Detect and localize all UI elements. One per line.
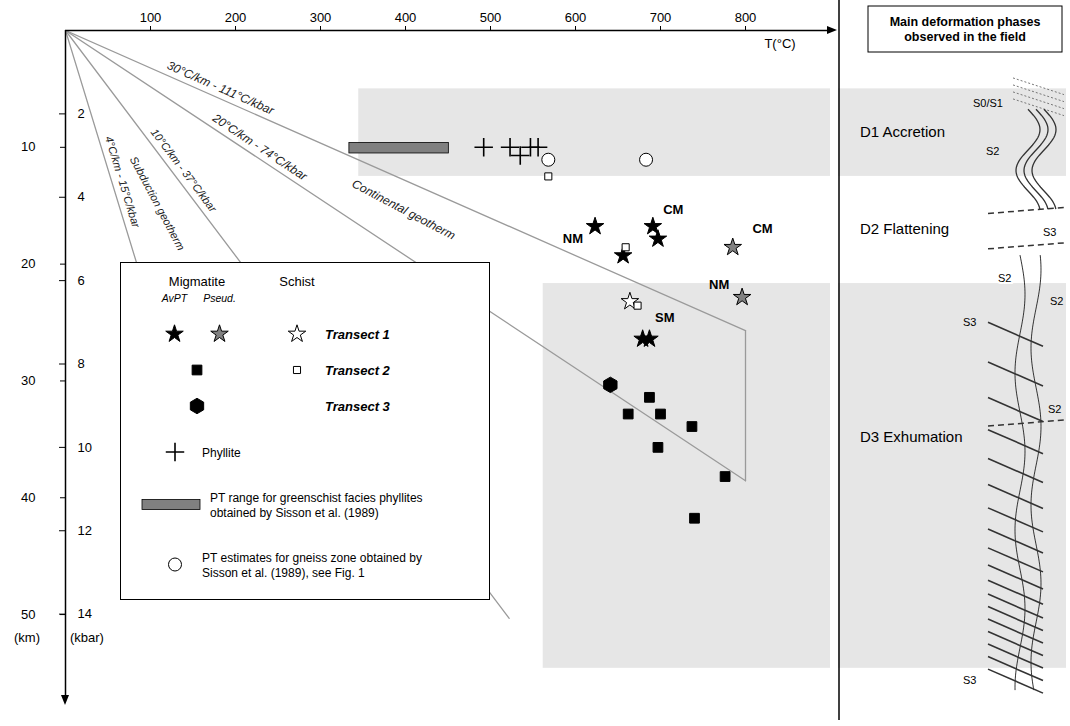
svg-text:AvPT: AvPT [161, 292, 189, 304]
svg-text:Transect 1: Transect 1 [325, 327, 390, 342]
svg-text:50: 50 [21, 607, 35, 622]
svg-text:4: 4 [78, 189, 85, 204]
svg-text:T(°C): T(°C) [764, 36, 795, 51]
svg-text:Transect 2: Transect 2 [325, 363, 391, 378]
svg-text:Migmatite: Migmatite [169, 274, 225, 289]
svg-text:Schist: Schist [279, 274, 315, 289]
svg-text:S2: S2 [986, 145, 999, 157]
svg-text:PT range for greenschist facie: PT range for greenschist facies phyllite… [210, 491, 423, 505]
svg-text:S2: S2 [1048, 403, 1061, 415]
svg-text:S2: S2 [998, 272, 1011, 284]
svg-text:Pseud.: Pseud. [203, 292, 236, 304]
svg-text:S2: S2 [1050, 295, 1063, 307]
svg-text:Subduction geotherm: Subduction geotherm [128, 154, 188, 252]
svg-text:30°C/km - 111°C/kbar: 30°C/km - 111°C/kbar [165, 58, 277, 118]
svg-text:obtained by Sisson et al. (198: obtained by Sisson et al. (1989) [210, 506, 379, 520]
svg-text:20: 20 [21, 256, 35, 271]
svg-text:10: 10 [21, 139, 35, 154]
svg-text:D3 Exhumation: D3 Exhumation [860, 428, 963, 445]
svg-text:800: 800 [735, 10, 757, 25]
svg-text:400: 400 [395, 10, 417, 25]
svg-text:D1 Accretion: D1 Accretion [860, 123, 945, 140]
svg-text:8: 8 [78, 356, 85, 371]
svg-text:Transect 3: Transect 3 [325, 399, 391, 414]
svg-text:(km): (km) [14, 630, 40, 645]
svg-text:S3: S3 [963, 316, 976, 328]
svg-text:6: 6 [78, 273, 85, 288]
svg-text:Main deformation phases: Main deformation phases [890, 15, 1041, 29]
svg-text:2: 2 [78, 106, 85, 121]
svg-text:10°C/km - 37°C/kbar: 10°C/km - 37°C/kbar [148, 126, 220, 215]
svg-text:700: 700 [650, 10, 672, 25]
svg-text:200: 200 [225, 10, 247, 25]
svg-text:Phyllite: Phyllite [202, 446, 241, 460]
svg-text:SM: SM [655, 310, 675, 325]
svg-text:600: 600 [565, 10, 587, 25]
svg-text:500: 500 [480, 10, 502, 25]
svg-text:12: 12 [78, 523, 92, 538]
svg-text:10: 10 [78, 440, 92, 455]
svg-text:(kbar): (kbar) [70, 630, 104, 645]
svg-text:40: 40 [21, 490, 35, 505]
svg-text:100: 100 [140, 10, 162, 25]
svg-text:Sisson et al. (1989), see Fig.: Sisson et al. (1989), see Fig. 1 [202, 566, 365, 580]
svg-text:S3: S3 [1043, 226, 1056, 238]
svg-text:NM: NM [563, 231, 583, 246]
svg-text:300: 300 [310, 10, 332, 25]
svg-text:Continental geotherm: Continental geotherm [350, 177, 458, 243]
svg-text:14: 14 [78, 606, 92, 621]
svg-text:CM: CM [752, 221, 772, 236]
svg-text:D2 Flattening: D2 Flattening [860, 220, 949, 237]
svg-text:20°C/km - 74°C/kbar: 20°C/km - 74°C/kbar [209, 110, 310, 184]
svg-text:4°C/km - 15°C/kbar: 4°C/km - 15°C/kbar [103, 135, 143, 231]
svg-text:PT estimates for gneiss zone o: PT estimates for gneiss zone obtained by [202, 551, 422, 565]
svg-text:observed in the field: observed in the field [904, 30, 1026, 44]
svg-text:CM: CM [663, 202, 683, 217]
svg-text:S3: S3 [963, 674, 976, 686]
svg-text:S0/S1: S0/S1 [973, 97, 1003, 109]
svg-text:NM: NM [709, 277, 729, 292]
svg-text:30: 30 [21, 373, 35, 388]
